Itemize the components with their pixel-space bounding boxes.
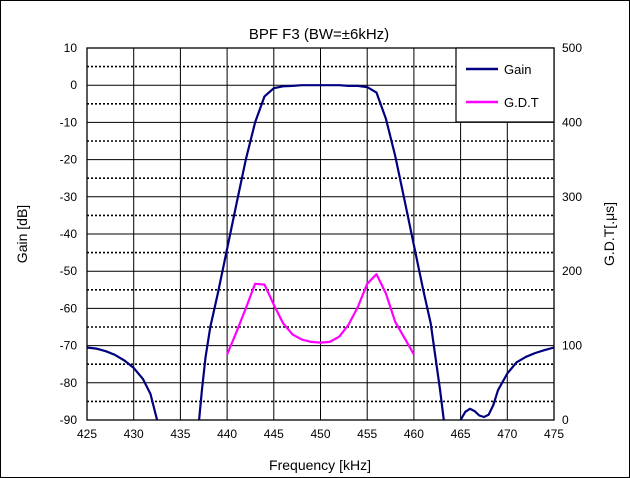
- x-tick-label: 465: [451, 427, 471, 441]
- x-tick-label: 425: [77, 427, 97, 441]
- y-tick-label: 0: [70, 78, 77, 92]
- y2-axis-label: G.D.T[.μs]: [601, 202, 617, 266]
- x-tick-label: 450: [310, 427, 330, 441]
- tick-labels: 425 430 435 440 445 450 455 460 465 470 475100-10-…: [60, 41, 583, 441]
- x-tick-label: 460: [404, 427, 424, 441]
- series-line-gain: [459, 346, 555, 421]
- y-tick-label: -50: [60, 264, 78, 278]
- x-tick-label: 430: [124, 427, 144, 441]
- plot-area-border: [86, 47, 555, 421]
- y2-tick-label: 200: [562, 264, 582, 278]
- y2-tick-label: 100: [562, 339, 582, 353]
- y2-tick-label: 0: [562, 413, 569, 427]
- y-axis-label: Gain [dB]: [14, 205, 30, 263]
- x-tick-label: 455: [357, 427, 377, 441]
- chart-title: BPF F3 (BW=±6kHz): [249, 26, 389, 43]
- y-tick-label: -90: [60, 413, 78, 427]
- y-tick-label: -30: [60, 190, 78, 204]
- y-tick-label: 10: [64, 41, 78, 55]
- legend: Gain G.D.T: [455, 47, 555, 123]
- x-tick-label: 440: [217, 427, 237, 441]
- x-tick-label: 470: [497, 427, 517, 441]
- x-axis-label: Frequency [kHz]: [269, 457, 371, 473]
- series-line-gain: [198, 84, 445, 421]
- x-tick-label: 475: [544, 427, 564, 441]
- y-tick-label: -20: [60, 153, 78, 167]
- y2-tick-label: 300: [562, 190, 582, 204]
- y2-tick-label: 500: [562, 41, 582, 55]
- plot-series: [86, 84, 555, 421]
- legend-box: [455, 47, 555, 123]
- y-tick-label: -40: [60, 227, 78, 241]
- y2-tick-label: 400: [562, 115, 582, 129]
- y-tick-label: -80: [60, 376, 78, 390]
- legend-gain-label: Gain: [504, 62, 531, 77]
- y-tick-label: -70: [60, 339, 78, 353]
- series-line-g-d-t: [226, 273, 415, 356]
- series-line-gain: [86, 346, 159, 421]
- x-tick-label: 445: [264, 427, 284, 441]
- x-tick-label: 435: [170, 427, 190, 441]
- y-tick-label: -10: [60, 115, 78, 129]
- grid: [87, 48, 554, 420]
- y-tick-label: -60: [60, 301, 78, 315]
- legend-gdt-label: G.D.T: [504, 95, 539, 110]
